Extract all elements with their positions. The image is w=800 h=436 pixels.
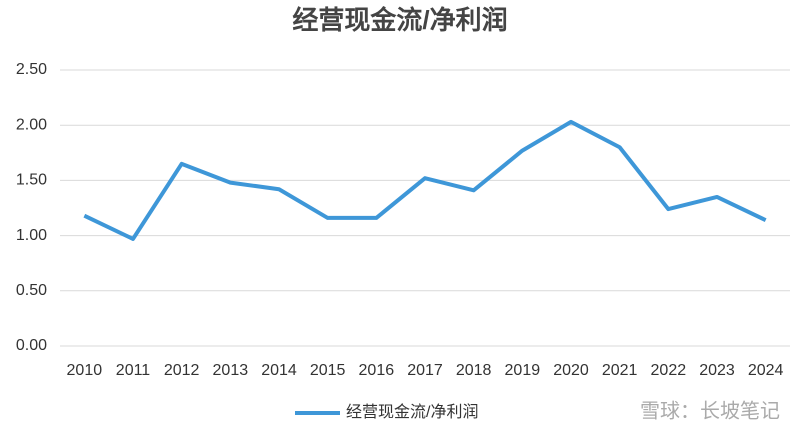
x-tick-label: 2013	[213, 362, 249, 379]
y-tick-label: 1.50	[16, 172, 47, 189]
x-tick-label: 2021	[602, 362, 638, 379]
x-tick-label: 2010	[67, 362, 103, 379]
y-tick-label: 2.00	[16, 116, 47, 133]
y-tick-label: 0.00	[16, 337, 47, 354]
x-tick-label: 2023	[699, 362, 735, 379]
legend-label: 经营现金流/净利润	[346, 403, 478, 421]
x-tick-label: 2016	[359, 362, 395, 379]
x-tick-label: 2011	[116, 362, 151, 379]
x-tick-label: 2022	[651, 362, 687, 379]
chart-title: 经营现金流/净利润	[292, 5, 507, 35]
x-tick-label: 2014	[261, 362, 297, 379]
x-tick-label: 2018	[456, 362, 492, 379]
x-tick-label: 2012	[164, 362, 200, 379]
y-tick-label: 1.00	[16, 227, 47, 244]
watermark: 雪球：长坡笔记	[640, 399, 780, 422]
line	[83, 119, 767, 241]
x-tick-label: 2020	[553, 362, 589, 379]
x-tick-label: 2019	[505, 362, 541, 379]
x-tick-label: 2024	[748, 362, 784, 379]
y-tick-label: 0.50	[16, 282, 47, 299]
x-tick-label: 2017	[407, 362, 443, 379]
x-tick-label: 2015	[310, 362, 346, 379]
y-tick-label: 2.50	[16, 61, 47, 78]
